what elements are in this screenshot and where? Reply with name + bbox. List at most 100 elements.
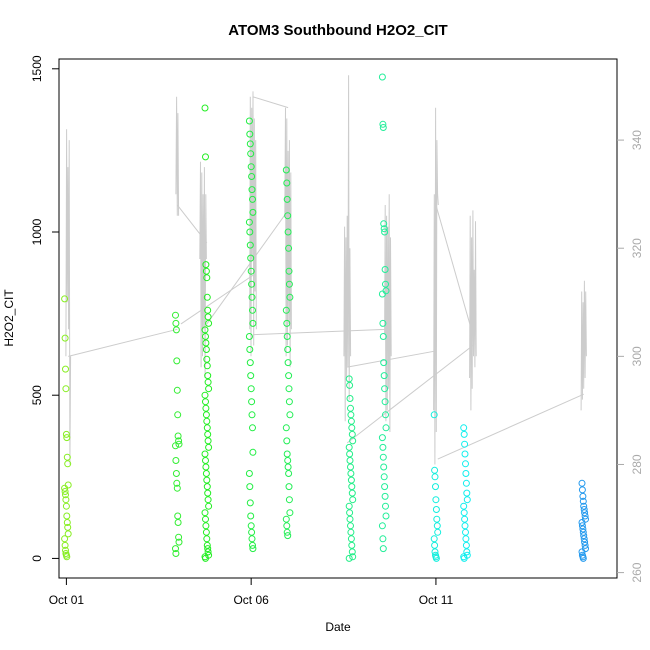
data-point [64,523,72,531]
data-point [349,496,357,504]
secondary-connector-7 [435,204,474,335]
data-point [283,179,291,187]
data-point [202,398,209,406]
data-point [174,512,182,520]
data-point [348,548,356,556]
y2-tick-label: 260 [630,562,644,582]
data-point [201,104,209,112]
data-point [284,346,292,353]
data-point [248,528,256,536]
data-point [430,411,438,419]
data-point [203,476,211,484]
secondary-spike-7 [433,107,439,465]
data-point [203,541,211,549]
data-point [202,470,210,477]
data-point [578,519,586,526]
data-point [345,554,353,562]
data-point [285,496,293,504]
data-point [172,326,180,334]
data-point [249,448,257,456]
data-point [432,506,440,513]
data-point [173,357,181,365]
data-point [205,319,213,327]
data-point [283,437,291,445]
data-point [380,359,388,367]
data-point [347,463,354,471]
data-point [346,515,354,523]
data-point [379,333,387,340]
data-point [202,411,210,419]
data-point [61,334,69,342]
data-point [63,553,71,561]
data-point [462,470,470,477]
data-point [62,502,70,510]
data-point [283,195,291,203]
data-point [380,225,388,233]
data-point [62,430,70,438]
data-point [174,519,182,526]
data-point [62,491,69,499]
data-point [172,457,180,464]
data-point [285,385,293,393]
data-point [246,483,254,491]
data-point [204,378,212,386]
data-point [579,525,587,533]
data-point [245,470,253,477]
data-point [202,554,209,562]
secondary-connector-8 [346,345,474,444]
data-point [249,541,256,549]
x-tick-label: Oct 01 [49,593,85,607]
data-point [202,515,209,523]
data-point [431,473,439,481]
data-point [62,365,69,373]
data-point [285,470,293,477]
data-point [61,535,69,543]
data-point [62,385,70,393]
data-point [462,479,470,487]
y-tick-label: 1000 [30,218,44,245]
data-point [203,417,211,425]
data-point [249,545,257,553]
data-point [460,430,468,438]
data-point [249,195,256,203]
data-point [581,512,589,520]
data-point [283,528,291,536]
data-point [203,535,211,543]
data-point [347,470,355,477]
data-point [345,502,353,510]
data-point [463,489,471,497]
data-point [434,528,442,536]
data-point [203,362,211,370]
data-point [579,528,587,536]
plot-frame [58,58,618,579]
data-point [245,218,253,226]
data-point [432,496,440,504]
data-point [432,483,439,491]
data-point [462,460,469,468]
data-point [461,515,469,523]
data-point [463,548,471,556]
secondary-spike-0 [65,129,72,465]
data-point [249,424,256,432]
data-point [348,424,356,432]
data-point [431,548,439,556]
data-point [61,295,69,303]
data-point [248,173,256,180]
data-point [61,488,69,495]
data-point [285,280,293,288]
data-point [432,554,440,562]
secondary-connector-6 [347,350,437,368]
data-point [62,546,69,554]
data-point [204,372,212,380]
data-point [248,411,256,419]
data-point [381,385,389,393]
data-point [63,434,71,442]
data-point [347,476,355,484]
data-point [580,502,588,510]
data-point [203,355,211,363]
data-point [460,502,468,510]
data-point [205,502,213,510]
data-point [380,463,388,471]
y-tick-label: 0 [30,555,44,562]
data-point [460,554,468,562]
